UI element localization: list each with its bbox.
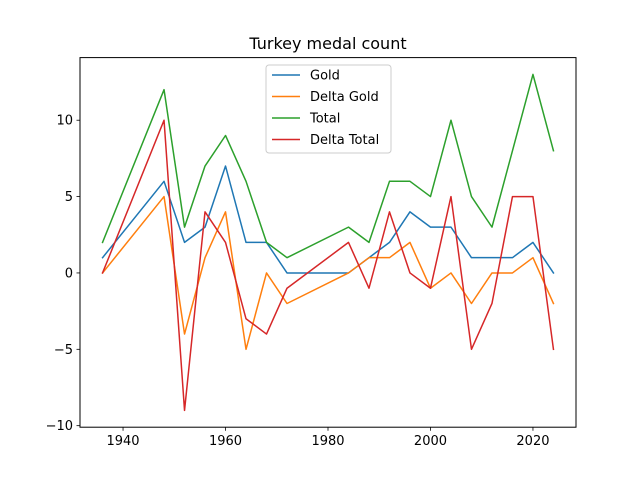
legend-label-2: Total	[309, 112, 340, 127]
y-tick-label: 0	[65, 266, 73, 281]
series-layer	[101, 73, 555, 412]
y-tick-label: 10	[56, 114, 73, 129]
series-line-1	[101, 195, 555, 351]
x-tick-label: 2020	[516, 434, 549, 449]
legend-box	[265, 64, 392, 154]
legend-label-1: Delta Gold	[310, 90, 379, 105]
legend: Gold Delta Gold Total Delta Total	[265, 64, 392, 154]
x-tick-label: 1940	[106, 434, 139, 449]
series-line-3	[101, 119, 555, 412]
y-tick-label: 5	[65, 190, 73, 205]
chart-title: Turkey medal count	[248, 34, 406, 53]
y-axis: −10 −5 0 5 10	[46, 114, 80, 434]
legend-label-0: Gold	[310, 69, 340, 84]
x-axis: 1940 1960 1980 2000 2020	[106, 427, 550, 449]
series-line-2	[101, 73, 555, 259]
y-tick-label: −10	[46, 419, 73, 434]
x-tick-label: 1980	[311, 434, 344, 449]
x-tick-label: 2000	[414, 434, 447, 449]
x-tick-label: 1960	[209, 434, 242, 449]
legend-label-3: Delta Total	[310, 133, 379, 148]
y-tick-label: −5	[54, 343, 73, 358]
